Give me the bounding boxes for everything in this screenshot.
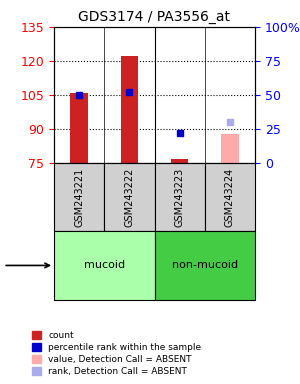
Legend: count, percentile rank within the sample, value, Detection Call = ABSENT, rank, : count, percentile rank within the sample… <box>28 328 205 379</box>
Bar <box>221 134 239 163</box>
Text: GSM243223: GSM243223 <box>175 168 184 227</box>
FancyBboxPatch shape <box>154 163 205 231</box>
Text: GSM243224: GSM243224 <box>225 168 235 227</box>
FancyBboxPatch shape <box>54 231 154 300</box>
Title: GDS3174 / PA3556_at: GDS3174 / PA3556_at <box>79 10 230 25</box>
Text: GSM243222: GSM243222 <box>124 167 134 227</box>
FancyBboxPatch shape <box>154 231 255 300</box>
Bar <box>171 159 188 163</box>
Text: non-mucoid: non-mucoid <box>172 260 238 270</box>
FancyBboxPatch shape <box>54 163 104 231</box>
FancyBboxPatch shape <box>205 163 255 231</box>
Text: mucoid: mucoid <box>84 260 125 270</box>
FancyBboxPatch shape <box>104 163 154 231</box>
Text: GSM243221: GSM243221 <box>74 168 84 227</box>
Bar <box>121 56 138 163</box>
Text: strain: strain <box>0 260 50 270</box>
Bar <box>70 93 88 163</box>
